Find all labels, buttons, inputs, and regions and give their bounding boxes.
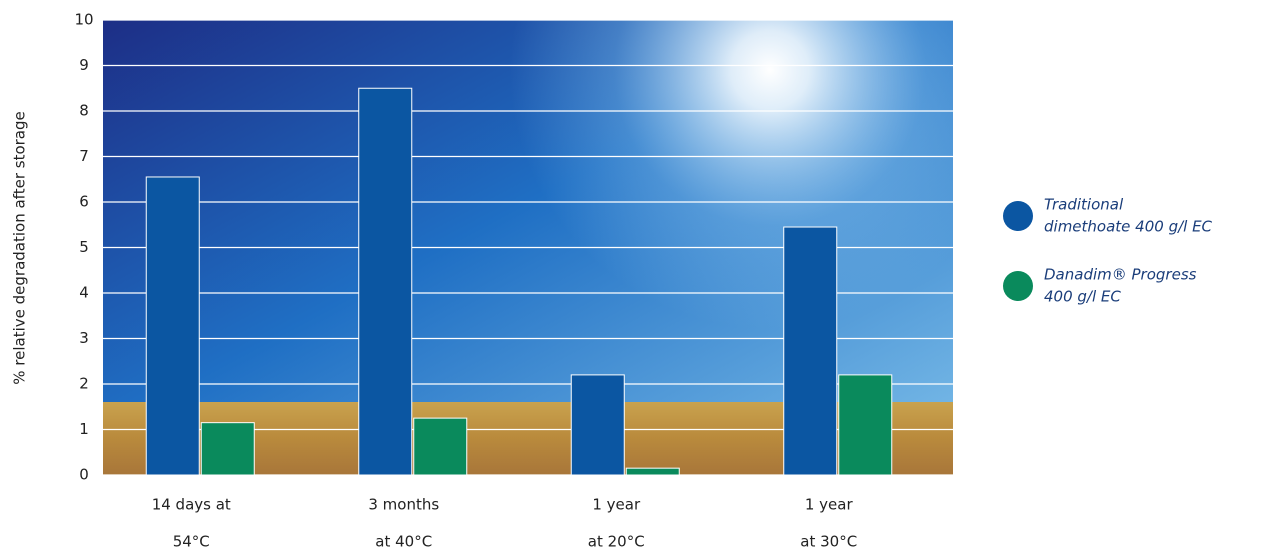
legend-label: Traditional <box>1044 196 1124 214</box>
y-tick-label: 10 <box>74 11 93 29</box>
bar <box>200 422 255 476</box>
y-tick-label: 1 <box>79 420 89 438</box>
x-tick-label: 14 days at <box>152 496 231 514</box>
legend-swatch <box>1003 201 1033 231</box>
x-tick-label: at 20°C <box>588 533 645 551</box>
x-tick-label: 3 months <box>368 496 439 514</box>
y-tick-label: 2 <box>79 375 89 393</box>
bar <box>145 176 200 476</box>
y-axis-title: % relative degradation after storage <box>11 111 29 384</box>
bar <box>783 226 838 476</box>
x-tick-label: 54°C <box>173 533 210 551</box>
y-tick-label: 7 <box>79 147 89 165</box>
y-tick-label: 3 <box>79 329 89 347</box>
legend-swatch <box>1003 271 1033 301</box>
bar <box>838 374 893 476</box>
x-tick-label: 1 year <box>805 496 854 514</box>
y-tick-label: 5 <box>79 238 89 256</box>
y-tick-label: 4 <box>79 284 89 302</box>
x-tick-label: at 30°C <box>800 533 857 551</box>
bar <box>625 467 680 476</box>
x-tick-label: at 40°C <box>375 533 432 551</box>
x-tick-label: 1 year <box>592 496 641 514</box>
y-tick-label: 8 <box>79 102 89 120</box>
y-tick-label: 9 <box>79 56 89 74</box>
y-tick-label: 6 <box>79 193 89 211</box>
bar <box>570 374 625 476</box>
bar <box>358 87 413 476</box>
legend-label: dimethoate 400 g/l EC <box>1044 218 1213 236</box>
legend-label: Danadim® Progress <box>1044 266 1197 284</box>
y-tick-label: 0 <box>79 466 89 484</box>
legend-label: 400 g/l EC <box>1044 288 1121 306</box>
bar <box>413 417 468 476</box>
